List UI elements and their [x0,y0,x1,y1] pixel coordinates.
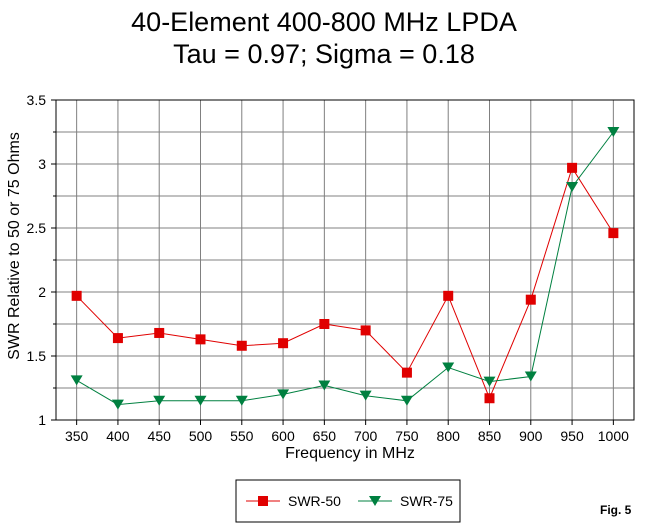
series-swr-50 [71,162,619,404]
x-tick-label: 500 [189,428,213,444]
data-point-swr-75 [111,399,124,410]
x-tick-label: 900 [519,428,543,444]
series-layer [70,127,620,410]
data-point-swr-50 [278,338,289,349]
data-point-swr-50 [71,290,82,301]
y-tick-label: 2 [38,284,46,300]
data-point-swr-75 [607,127,620,137]
series-swr-75 [70,127,620,410]
x-tick-label: 1000 [598,428,629,444]
chart-title-line-1: 40-Element 400-800 MHz LPDA [131,7,517,37]
data-point-swr-50 [154,327,165,338]
data-point-swr-50 [401,367,412,378]
legend-label-swr-50: SWR-50 [288,493,341,509]
x-tick-label: 400 [106,428,130,444]
data-point-swr-75 [442,362,455,373]
data-point-swr-50 [484,393,495,404]
x-tick-label: 700 [354,428,378,444]
legend-marker-swr-50 [258,496,268,506]
grid [56,100,634,420]
y-axis-label: SWR Relative to 50 or 75 Ohms [6,132,23,360]
x-tick-label: 950 [560,428,584,444]
y-tick-label: 1 [38,412,46,428]
x-tick-label: 550 [230,428,254,444]
legend-item-swr-50: SWR-50 [246,493,341,509]
legend-label-swr-75: SWR-75 [400,493,453,509]
data-point-swr-50 [360,325,371,336]
data-point-swr-50 [236,340,247,351]
x-tick-label: 850 [478,428,502,444]
data-point-swr-50 [319,319,330,329]
data-point-swr-75 [194,395,207,406]
y-axis-ticks: 1 1.5 2 2.5 3 3.5 [27,92,56,428]
series-line-swr-75 [76,131,614,406]
figure-label: Fig. 5 [600,503,632,517]
x-tick-label: 750 [395,428,419,444]
data-point-swr-75 [359,390,372,401]
legend: SWR-50 SWR-75 [235,479,461,523]
data-point-swr-75 [318,380,331,391]
x-axis-label: Frequency in MHz [285,445,415,462]
data-point-swr-75 [153,395,166,406]
data-point-swr-50 [608,228,619,239]
data-point-swr-50 [443,290,454,301]
legend-item-swr-75: SWR-75 [358,493,453,509]
data-point-swr-75 [235,395,248,406]
data-point-swr-75 [566,182,579,193]
chart-title: 40-Element 400-800 MHz LPDA Tau = 0.97; … [131,7,517,69]
x-tick-label: 350 [65,428,89,444]
series-line-swr-50 [76,166,614,400]
data-point-swr-75 [524,371,537,382]
data-point-swr-50 [567,162,578,173]
x-tick-label: 650 [313,428,337,444]
data-point-swr-50 [195,334,206,345]
x-tick-label: 450 [148,428,172,444]
y-tick-label: 3 [38,156,46,172]
data-point-swr-75 [483,376,496,387]
data-point-swr-75 [277,389,290,400]
y-tick-label: 1.5 [27,348,47,364]
x-axis-ticks: 350 400 450 500 550 600 650 700 750 800 850 900 950 1… [65,420,629,444]
x-tick-label: 800 [437,428,461,444]
legend-marker-swr-75 [369,496,381,506]
y-tick-label: 3.5 [27,92,47,108]
chart-title-line-2: Tau = 0.97; Sigma = 0.18 [173,39,475,69]
data-point-swr-50 [525,294,536,305]
data-point-swr-75 [400,395,413,406]
x-tick-label: 600 [271,428,295,444]
data-point-swr-75 [70,375,83,386]
y-tick-label: 2.5 [27,220,47,236]
data-point-swr-50 [112,333,123,344]
